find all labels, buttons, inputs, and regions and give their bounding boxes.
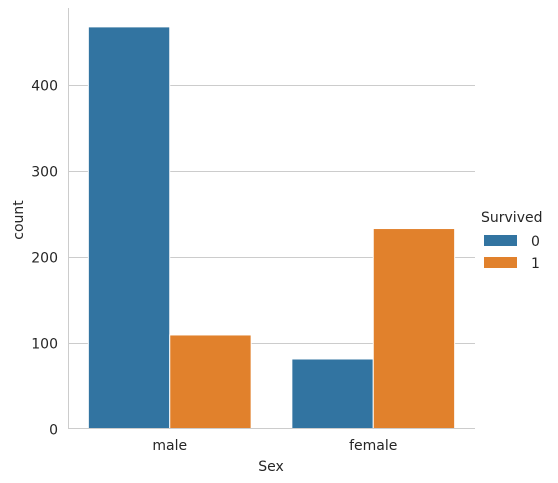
legend-items: 01 — [484, 234, 540, 272]
legend-title: Survived — [481, 210, 542, 226]
legend-label-1: 1 — [531, 256, 540, 272]
bar-male-survived-0 — [87, 26, 171, 430]
y-tick-label-200: 200 — [31, 251, 58, 267]
legend: Survived 01 — [481, 210, 542, 272]
x-tick-label-male: male — [152, 438, 187, 454]
bar-male-survived-1 — [169, 334, 252, 429]
legend-swatch-0 — [484, 235, 517, 246]
y-tick-label-100: 100 — [31, 337, 58, 353]
y-tick-label-300: 300 — [31, 165, 58, 181]
y-tick-label-0: 0 — [49, 423, 58, 439]
x-axis-label: Sex — [258, 459, 284, 475]
y-tick-label-400: 400 — [31, 79, 58, 95]
bar-female-survived-1 — [372, 228, 456, 429]
legend-swatch-1 — [484, 257, 517, 268]
x-tick-labels: male female — [152, 438, 397, 454]
x-tick-label-female: female — [349, 438, 397, 454]
bar-female-survived-0 — [291, 358, 374, 429]
bars — [87, 26, 456, 430]
legend-label-0: 0 — [531, 234, 540, 250]
y-tick-labels: 0 100 200 300 400 — [31, 79, 58, 439]
y-axis-label: count — [11, 200, 27, 240]
